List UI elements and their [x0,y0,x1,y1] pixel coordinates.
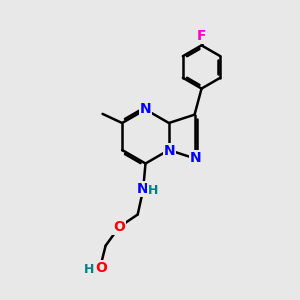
Text: N: N [190,151,202,165]
Text: H: H [148,184,158,197]
Text: O: O [95,261,107,275]
Text: H: H [84,262,94,276]
Text: N: N [164,144,175,158]
Text: N: N [140,102,151,116]
Text: N: N [136,182,148,196]
Text: F: F [197,29,206,43]
Text: O: O [113,220,125,234]
